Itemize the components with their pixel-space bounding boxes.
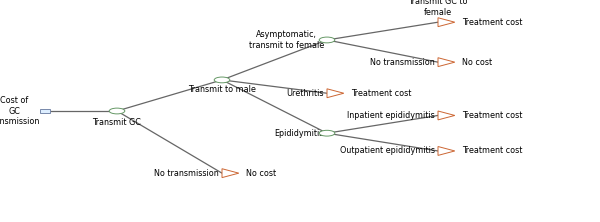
Circle shape (109, 108, 125, 114)
Text: Epididymitis: Epididymitis (275, 129, 324, 138)
Polygon shape (438, 18, 455, 27)
Polygon shape (438, 111, 455, 120)
Text: Urethritis: Urethritis (287, 89, 324, 98)
Text: Outpatient epididymitis: Outpatient epididymitis (340, 147, 435, 155)
Circle shape (214, 77, 230, 83)
Text: No transmission: No transmission (154, 169, 219, 178)
Text: No cost: No cost (462, 58, 492, 67)
Text: No cost: No cost (246, 169, 276, 178)
Text: Transmit to male: Transmit to male (188, 85, 256, 95)
Text: Inpatient epididymitis: Inpatient epididymitis (347, 111, 435, 120)
Polygon shape (327, 89, 344, 98)
Text: No transmission: No transmission (370, 58, 435, 67)
Polygon shape (222, 169, 239, 178)
Text: Transmit GC to
female: Transmit GC to female (408, 0, 468, 17)
Polygon shape (438, 147, 455, 155)
Text: Treatment cost: Treatment cost (462, 18, 523, 27)
Circle shape (319, 130, 335, 136)
Polygon shape (438, 58, 455, 67)
Text: Asymptomatic,
transmit to female: Asymptomatic, transmit to female (249, 30, 324, 50)
Text: Treatment cost: Treatment cost (462, 147, 523, 155)
Text: Treatment cost: Treatment cost (351, 89, 412, 98)
Text: Cost of
GC
transmission: Cost of GC transmission (0, 96, 40, 126)
Circle shape (319, 37, 335, 43)
Bar (40, 109, 50, 113)
Text: Transmit GC: Transmit GC (92, 118, 142, 127)
Text: Treatment cost: Treatment cost (462, 111, 523, 120)
